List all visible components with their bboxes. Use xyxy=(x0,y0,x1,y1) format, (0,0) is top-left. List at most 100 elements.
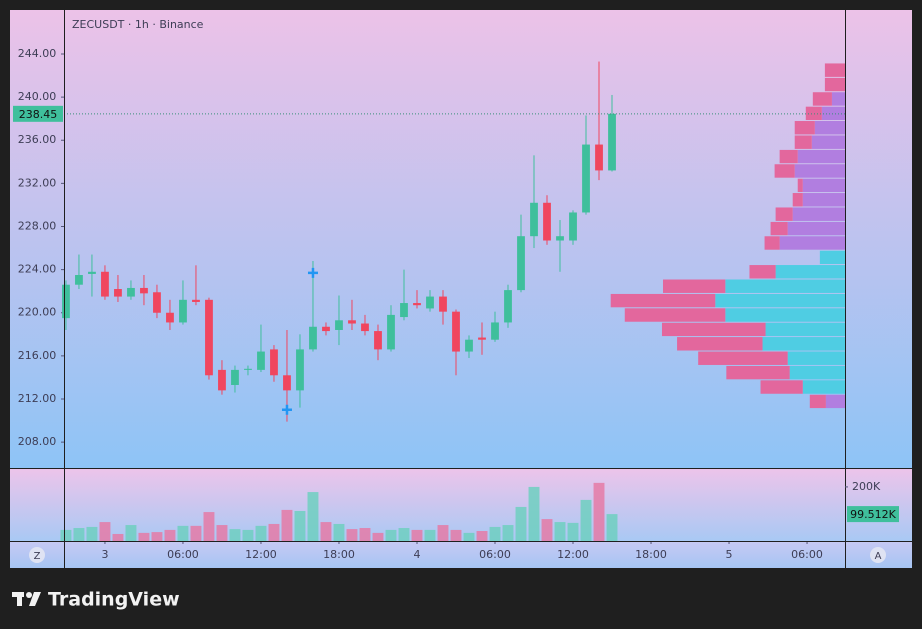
volume-bar xyxy=(320,522,332,541)
candle-body xyxy=(491,322,499,340)
profile-outer xyxy=(774,164,795,178)
volume-bar xyxy=(424,529,436,541)
volume-bar xyxy=(73,528,85,541)
profile-outer xyxy=(662,279,726,293)
volume-bar xyxy=(294,510,306,541)
pane-borders xyxy=(10,10,912,568)
left-button[interactable] xyxy=(29,547,45,563)
profile-outer xyxy=(805,106,822,121)
volume-bar xyxy=(164,529,176,541)
x-tick-label: 18:00 xyxy=(635,548,667,561)
profile-outer xyxy=(677,337,763,351)
profile-inner xyxy=(831,92,845,106)
profile-outer xyxy=(794,121,815,135)
volume-bar xyxy=(125,525,137,541)
volume-bar xyxy=(385,529,397,541)
y-tick-label: 224.00 xyxy=(18,263,57,276)
volume-bar xyxy=(411,529,423,541)
profile-outer xyxy=(610,293,716,308)
volume-bar xyxy=(229,529,241,541)
x-tick-label: 06:00 xyxy=(479,548,511,561)
profile-inner xyxy=(797,149,845,164)
candle-body xyxy=(75,275,83,285)
volume-bar xyxy=(60,529,72,541)
profile-outer xyxy=(624,308,726,322)
candle-body xyxy=(426,296,434,309)
candle-body xyxy=(283,375,291,391)
profile-inner xyxy=(814,121,845,135)
volume-bar xyxy=(151,532,163,541)
candle-body xyxy=(452,311,460,352)
volume-bar xyxy=(502,525,514,541)
volume-bar xyxy=(372,532,384,541)
profile-inner xyxy=(825,394,845,409)
chart-title: ZECUSDT · 1h · Binance xyxy=(72,18,204,31)
candle-body xyxy=(205,299,213,376)
volume-bar xyxy=(489,526,501,541)
candle-body xyxy=(179,299,187,323)
candle-body xyxy=(400,303,408,318)
candle-body xyxy=(569,212,577,241)
profile-inner xyxy=(811,135,845,149)
x-tick-label: 12:00 xyxy=(245,548,277,561)
left-button-label[interactable]: Z xyxy=(34,551,41,562)
profile-inner xyxy=(787,351,845,365)
volume-bar xyxy=(346,529,358,541)
time-axis xyxy=(10,541,912,568)
profile-outer xyxy=(764,236,780,250)
candle-body xyxy=(517,236,525,291)
profile-inner xyxy=(802,193,845,207)
x-tick-label: 3 xyxy=(101,548,108,561)
volume-bar xyxy=(99,522,111,541)
profile-inner xyxy=(765,322,845,337)
volume-bar xyxy=(203,512,215,541)
profile-outer xyxy=(824,63,845,77)
candle-body xyxy=(582,144,590,213)
profile-inner xyxy=(794,164,845,178)
volume-bar xyxy=(476,530,488,541)
candle-body xyxy=(387,314,395,350)
logo-icon xyxy=(12,592,41,606)
volume-bar xyxy=(216,525,228,541)
candle-body xyxy=(504,290,512,323)
volume-bar xyxy=(554,522,566,541)
volume-bar xyxy=(567,522,579,541)
candle-body xyxy=(140,287,148,294)
logo-part xyxy=(29,592,41,606)
y-tick-label: 216.00 xyxy=(18,349,57,362)
profile-outer xyxy=(775,207,793,221)
profile-outer xyxy=(797,178,803,193)
x-tick-label: 06:00 xyxy=(791,548,823,561)
profile-outer xyxy=(812,92,832,106)
profile-inner xyxy=(789,365,845,380)
profile-outer xyxy=(726,365,790,380)
profile-inner xyxy=(792,207,845,221)
candle-body xyxy=(556,236,564,241)
volume-bar xyxy=(138,532,150,541)
right-button-label[interactable]: A xyxy=(875,551,882,562)
candle-body xyxy=(335,320,343,330)
candle-body xyxy=(127,287,135,297)
candle-body xyxy=(114,289,122,297)
profile-inner xyxy=(725,308,845,322)
volume-bar xyxy=(307,492,319,541)
candle-body xyxy=(62,284,70,319)
x-tick-label: 5 xyxy=(726,548,733,561)
right-button[interactable] xyxy=(870,547,886,563)
y-tick-label: 228.00 xyxy=(18,219,57,232)
profile-outer xyxy=(809,394,826,409)
profile-inner xyxy=(787,221,845,236)
x-tick-label: 12:00 xyxy=(557,548,589,561)
y-tick-label: 244.00 xyxy=(18,47,57,60)
candle-body xyxy=(309,326,317,350)
x-tick-label: 4 xyxy=(413,548,420,561)
profile-inner xyxy=(762,337,845,351)
profile-inner xyxy=(802,178,845,193)
logo-part xyxy=(17,592,22,606)
profile-outer xyxy=(770,221,788,236)
y-tick-label: 236.00 xyxy=(18,133,57,146)
candle-body xyxy=(192,299,200,302)
profile-outer xyxy=(698,351,788,365)
last-volume-label: 99.512K xyxy=(850,508,896,521)
